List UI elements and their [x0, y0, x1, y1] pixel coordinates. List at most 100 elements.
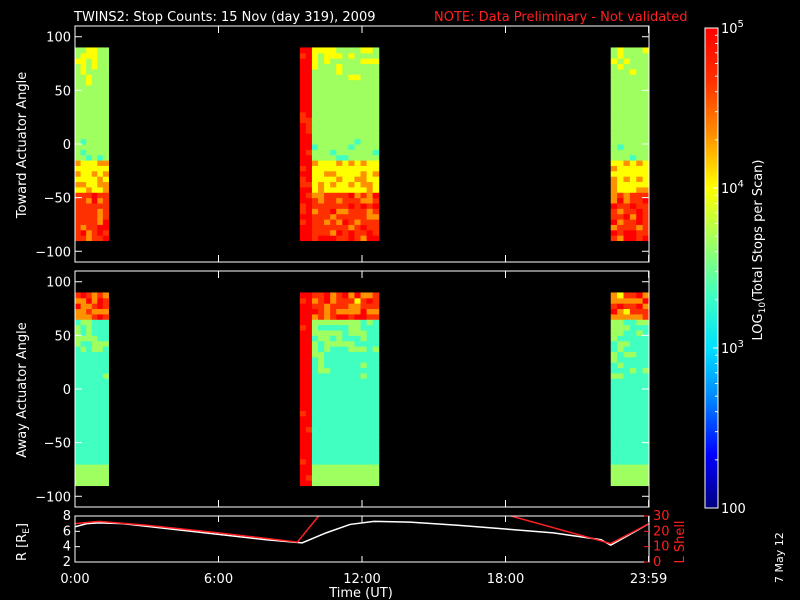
heatmap-cell: [360, 351, 368, 358]
heatmap-cell: [330, 389, 337, 395]
heatmap-cell: [97, 85, 104, 91]
heatmap-cell: [97, 106, 104, 113]
heatmap-cell: [336, 399, 343, 406]
heatmap-cell: [354, 122, 362, 129]
heatmap-cell: [629, 319, 637, 326]
heatmap-cell: [86, 117, 93, 124]
heatmap-cell: [366, 330, 374, 336]
heatmap-cell: [372, 224, 380, 231]
heatmap-cell: [366, 95, 374, 102]
heatmap-cell: [97, 313, 104, 320]
heatmap-cell: [86, 324, 93, 331]
heatmap-cell: [86, 203, 93, 209]
heatmap-cell: [610, 399, 618, 406]
heatmap-cell: [336, 335, 343, 342]
heatmap-cell: [642, 203, 650, 209]
heatmap-cell: [299, 458, 307, 465]
heatmap-cell: [342, 303, 349, 310]
heatmap-cell: [610, 144, 618, 150]
heatmap-cell: [372, 138, 380, 145]
heatmap-cell: [636, 63, 644, 70]
heatmap-cell: [617, 480, 624, 487]
heatmap-cell: [102, 160, 109, 166]
heatmap-cell: [75, 389, 82, 395]
heatmap-cell: [629, 122, 637, 129]
heatmap-cell: [91, 165, 98, 172]
heatmap-cell: [636, 399, 644, 406]
heatmap-cell: [91, 95, 98, 102]
heatmap-cell: [610, 367, 618, 374]
heatmap-cell: [97, 292, 104, 299]
heatmap-cell: [372, 394, 380, 401]
heatmap-cell: [336, 330, 343, 336]
heatmap-cell: [299, 367, 307, 374]
heatmap-cell: [305, 448, 313, 454]
heatmap-cell: [102, 308, 109, 315]
heatmap-cell: [629, 144, 637, 150]
heatmap-cell: [623, 292, 631, 299]
heatmap-cell: [305, 297, 313, 304]
heatmap-cell: [311, 297, 319, 304]
heatmap-cell: [97, 197, 104, 204]
heatmap-cell: [75, 63, 82, 70]
heatmap-cell: [330, 340, 337, 347]
heatmap-cell: [372, 154, 380, 161]
heatmap-cell: [91, 410, 98, 417]
orbit-ylabel: R [RE]: [15, 523, 32, 561]
heatmap-cell: [86, 149, 93, 156]
heatmap-cell: [636, 219, 644, 225]
heatmap-cell: [336, 324, 343, 331]
heatmap-cell: [610, 464, 618, 470]
heatmap-cell: [354, 58, 362, 65]
heatmap-cell: [330, 292, 337, 299]
heatmap-cell: [305, 383, 313, 390]
y2-tick-label: 0: [653, 555, 661, 570]
heatmap-cell: [318, 346, 325, 352]
heatmap-cell: [372, 47, 380, 54]
heatmap-cell: [86, 415, 93, 422]
heatmap-cell: [102, 47, 109, 54]
y-tick-label: 0: [63, 383, 71, 398]
heatmap-cell: [372, 474, 380, 481]
heatmap-cell: [610, 235, 618, 242]
heatmap-cell: [336, 367, 343, 374]
heatmap-cell: [360, 324, 368, 331]
heatmap-cell: [97, 149, 104, 156]
heatmap-cell: [311, 117, 319, 124]
heatmap-cell: [348, 362, 355, 369]
heatmap-cell: [75, 122, 82, 129]
heatmap-cell: [318, 394, 325, 401]
heatmap-cell: [642, 469, 650, 476]
heatmap-cell: [360, 219, 368, 225]
heatmap-cell: [610, 95, 618, 102]
heatmap-cell: [617, 308, 624, 315]
heatmap-cell: [366, 197, 374, 204]
heatmap-cell: [80, 372, 87, 379]
heatmap-cell: [75, 117, 82, 124]
heatmap-cell: [636, 367, 644, 374]
heatmap-cell: [610, 149, 618, 156]
heatmap-cell: [642, 192, 650, 199]
heatmap-cell: [366, 480, 374, 487]
heatmap-cell: [324, 90, 331, 97]
heatmap-cell: [336, 106, 343, 113]
heatmap-cell: [617, 319, 624, 326]
heatmap-cell: [354, 229, 362, 236]
heatmap-cell: [366, 362, 374, 369]
heatmap-cell: [642, 213, 650, 220]
heatmap-cell: [610, 101, 618, 107]
heatmap-cell: [617, 426, 624, 433]
heatmap-cell: [318, 308, 325, 315]
heatmap-cell: [342, 186, 349, 193]
heatmap-cell: [102, 235, 109, 242]
heatmap-cell: [342, 448, 349, 454]
heatmap-cell: [348, 410, 355, 417]
heatmap-cell: [372, 219, 380, 225]
heatmap-cell: [299, 101, 307, 107]
heatmap-cell: [366, 85, 374, 91]
heatmap-cell: [348, 154, 355, 161]
heatmap-cell: [75, 324, 82, 331]
heatmap-cell: [91, 367, 98, 374]
heatmap-cell: [330, 405, 337, 411]
heatmap-cell: [75, 95, 82, 102]
